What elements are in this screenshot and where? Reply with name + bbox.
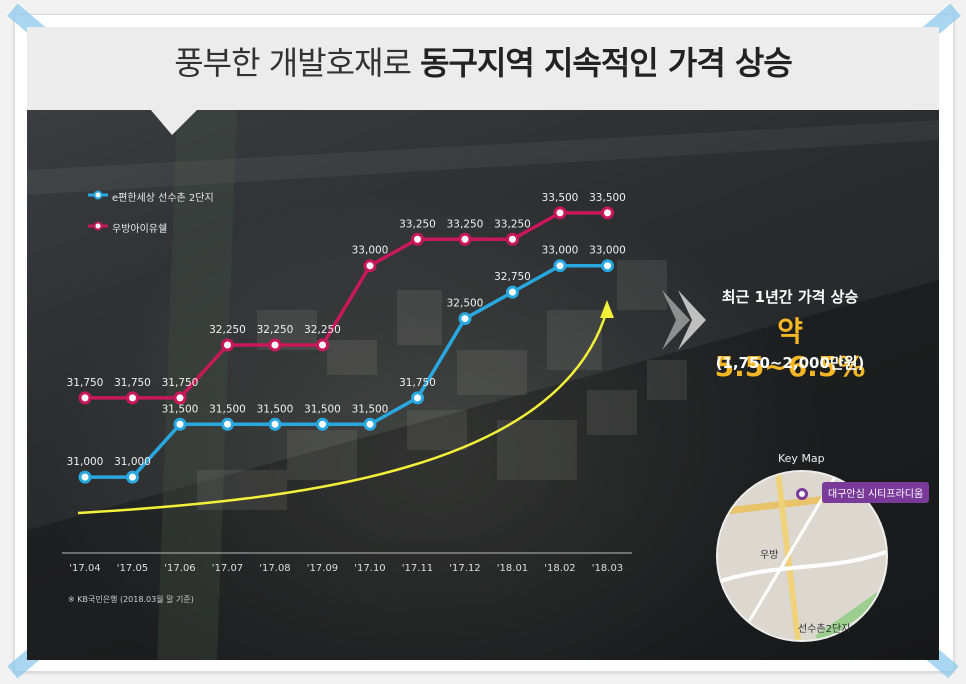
data-label: 33,000: [352, 245, 389, 257]
chevron-arrow-icon: [678, 290, 706, 350]
data-label: 31,500: [257, 403, 294, 415]
data-label: 32,750: [494, 271, 531, 283]
x-tick-label: '17.11: [402, 563, 433, 574]
page-title: 풍부한 개발호재로 동구지역 지속적인 가격 상승: [27, 38, 939, 84]
legend-series1-marker: [93, 190, 103, 200]
data-point: [316, 417, 329, 431]
data-point: [411, 391, 424, 405]
legend-series1: e편한세상 선수촌 2단지: [112, 189, 214, 204]
data-label: 32,500: [447, 298, 484, 310]
data-point: [506, 232, 519, 246]
data-point: [553, 259, 567, 273]
data-point: [601, 206, 614, 220]
data-label: 31,500: [352, 403, 389, 415]
data-label: 32,250: [209, 324, 246, 336]
keymap-location-pin-icon: [796, 488, 808, 500]
title-part2: 동구지역 지속적인 가격 상승: [420, 44, 793, 82]
trend-arrow-head-icon: [600, 300, 614, 318]
city-texture: [27, 110, 939, 660]
data-label: 31,750: [114, 377, 151, 389]
x-tick-label: '17.07: [212, 563, 243, 574]
data-label: 33,250: [399, 218, 436, 230]
data-point: [78, 391, 92, 405]
source-note: ※ KB국민은행 (2018.03월 말 기준): [68, 595, 194, 604]
title-banner: [27, 27, 939, 110]
side-line2: 약 5.5~6.5%: [714, 315, 866, 383]
data-label: 31,500: [162, 403, 199, 415]
x-tick-label: '18.01: [497, 563, 528, 574]
data-label: 33,000: [589, 245, 626, 257]
series-line-1: [85, 263, 608, 479]
title-part1: 풍부한 개발호재로: [174, 44, 412, 82]
data-point: [553, 206, 567, 220]
data-label: 33,500: [589, 192, 626, 204]
x-tick-label: '18.02: [544, 563, 575, 574]
data-label: 31,500: [304, 403, 341, 415]
data-label: 31,000: [114, 456, 151, 468]
data-point: [78, 470, 92, 484]
data-point: [458, 312, 472, 326]
data-label: 31,750: [162, 377, 199, 389]
chevron-arrow-icon: [662, 290, 690, 350]
data-point: [221, 417, 234, 431]
data-point: [268, 417, 282, 431]
data-label: 31,750: [67, 377, 104, 389]
legend-series2-marker: [93, 221, 103, 231]
data-label: 32,250: [257, 324, 294, 336]
data-point: [458, 232, 472, 246]
data-point: [363, 259, 377, 273]
data-label: 33,000: [542, 245, 579, 257]
data-label: 33,250: [447, 218, 484, 230]
data-point: [173, 417, 187, 431]
data-point: [601, 259, 614, 273]
title-bubble-tail: [150, 109, 198, 135]
legend-series2: 우방아이유쉘: [112, 220, 167, 235]
legend-series1-label: e편한세상 선수촌 2단지: [112, 193, 214, 204]
data-point: [126, 470, 139, 484]
x-tick-label: '17.05: [117, 563, 148, 574]
x-tick-label: '17.04: [69, 563, 100, 574]
side-line3: (1,750~2,000만원): [715, 354, 865, 372]
data-point: [268, 338, 282, 352]
data-label: 33,250: [494, 218, 531, 230]
x-tick-label: '17.12: [449, 563, 480, 574]
keymap-badge: 대구안심 시티프라디움: [822, 482, 930, 503]
keymap-label-woobang: 우방: [760, 550, 779, 561]
legend-series2-label: 우방아이유쉘: [112, 224, 168, 235]
x-tick-label: '17.06: [164, 563, 195, 574]
x-tick-label: '17.08: [259, 563, 290, 574]
data-point: [316, 338, 329, 352]
data-point: [506, 285, 519, 299]
data-point: [173, 391, 187, 405]
x-tick-label: '17.10: [354, 563, 385, 574]
x-tick-label: '17.09: [307, 563, 338, 574]
data-label: 33,500: [542, 192, 579, 204]
data-label: 31,750: [399, 377, 436, 389]
series-line-2: [85, 211, 608, 400]
x-tick-label: '18.03: [592, 563, 623, 574]
data-point: [126, 391, 139, 405]
keymap-label-seonsu: 선수촌2단지: [798, 624, 851, 635]
data-label: 32,250: [304, 324, 341, 336]
data-point: [363, 417, 377, 431]
keymap-title: Key Map: [778, 452, 825, 465]
side-line1: 최근 1년간 가격 상승: [721, 288, 859, 306]
trend-arrow: [77, 309, 609, 515]
data-point: [411, 232, 424, 246]
data-label: 31,500: [209, 403, 246, 415]
data-label: 31,000: [67, 456, 104, 468]
data-point: [221, 338, 234, 352]
